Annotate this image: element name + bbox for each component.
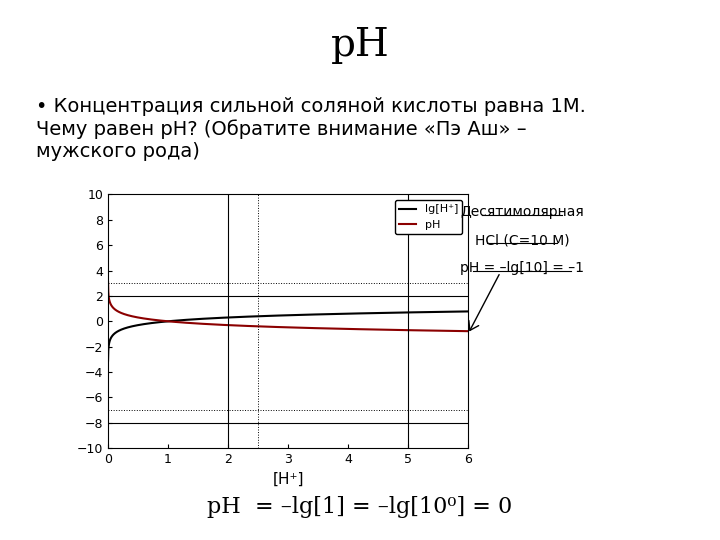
Text: Десятимолярная: Десятимолярная	[460, 205, 584, 219]
pH	[104, 279, 112, 285]
lg[H⁺]	[464, 308, 472, 315]
pH	[418, 327, 426, 334]
X-axis label: [H⁺]: [H⁺]	[272, 471, 304, 487]
Text: pH: pH	[330, 27, 390, 64]
lg[H⁺]	[418, 309, 426, 315]
Line: pH: pH	[108, 282, 468, 331]
Text: • Концентрация сильной соляной кислоты равна 1М.
Чему равен pH? (Обратите вниман: • Концентрация сильной соляной кислоты р…	[36, 97, 586, 161]
pH	[456, 328, 465, 334]
lg[H⁺]	[166, 318, 175, 325]
pH	[464, 328, 472, 334]
Text: HCl (C=10 M): HCl (C=10 M)	[474, 233, 570, 247]
lg[H⁺]	[257, 313, 266, 319]
pH	[257, 323, 266, 330]
lg[H⁺]	[456, 308, 465, 315]
Legend: lg[H⁺], pH: lg[H⁺], pH	[395, 200, 462, 234]
Line: lg[H⁺]: lg[H⁺]	[108, 312, 468, 361]
Text: pH  = –lg[1] = –lg[10⁰] = 0: pH = –lg[1] = –lg[10⁰] = 0	[207, 496, 513, 518]
pH	[166, 318, 175, 325]
lg[H⁺]	[242, 313, 251, 320]
pH	[145, 316, 153, 322]
lg[H⁺]	[104, 357, 112, 364]
Text: pH = –lg[10] = –1: pH = –lg[10] = –1	[460, 261, 584, 275]
pH	[242, 323, 251, 329]
lg[H⁺]	[145, 320, 153, 327]
